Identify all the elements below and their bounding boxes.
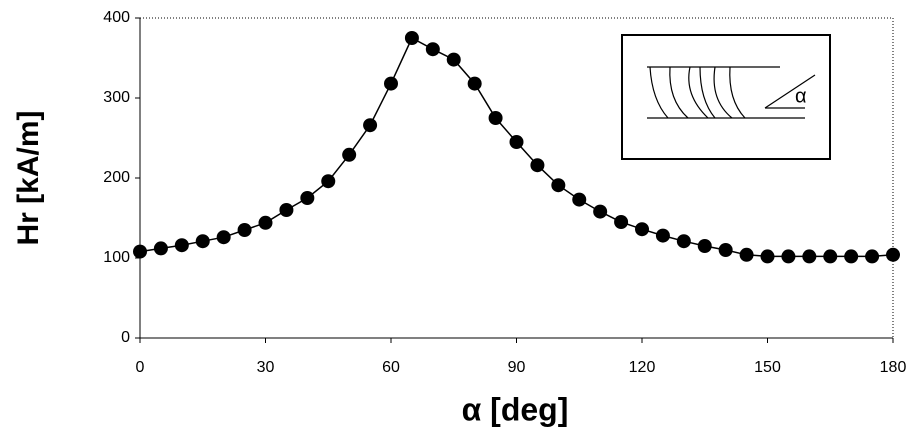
data-point	[216, 230, 231, 245]
data-point	[635, 222, 649, 237]
x-tick-label: 150	[754, 359, 781, 376]
data-point	[258, 215, 273, 230]
inset-angle-line	[764, 74, 816, 109]
x-tick-label: 60	[382, 359, 400, 376]
data-point	[363, 118, 378, 133]
y-axis-label: Hr [kA/m]	[12, 110, 45, 245]
inset-label: α	[795, 85, 807, 107]
data-point	[133, 244, 147, 259]
data-point	[760, 249, 775, 264]
x-tick-label: 180	[880, 359, 907, 376]
data-point	[342, 147, 357, 162]
data-point	[697, 239, 712, 253]
data-point	[237, 223, 252, 237]
data-point	[739, 247, 754, 262]
x-tick-label: 90	[508, 359, 526, 376]
data-point	[300, 191, 315, 205]
data-point	[614, 215, 629, 229]
data-point	[676, 234, 691, 249]
data-point	[446, 52, 461, 67]
data-point	[572, 192, 587, 207]
data-point	[593, 204, 608, 219]
inset	[621, 34, 831, 160]
data-point	[551, 178, 566, 193]
data-point	[404, 31, 419, 45]
data-point	[530, 158, 545, 173]
data-point	[844, 249, 859, 264]
data-point	[425, 42, 440, 57]
data-point	[865, 249, 880, 264]
y-tick-label: 100	[103, 249, 130, 266]
data-point	[823, 249, 838, 264]
x-axis-label: α [deg]	[462, 391, 569, 427]
data-point	[886, 247, 900, 262]
x-tick-label: 0	[136, 359, 145, 376]
data-point	[321, 174, 336, 189]
inset-frame	[621, 34, 831, 160]
data-point	[488, 111, 503, 125]
plot-frame	[140, 17, 894, 338]
data-point	[509, 135, 524, 149]
data-point	[718, 243, 733, 257]
data-point	[174, 238, 189, 253]
data-point	[781, 249, 796, 264]
y-tick-label: 0	[121, 329, 130, 346]
y-tick-label: 200	[103, 169, 130, 186]
data-point	[467, 76, 482, 91]
data-point	[279, 203, 294, 217]
x-tick-label: 30	[257, 359, 275, 376]
x-tick-label: 120	[629, 359, 656, 376]
data-point	[802, 249, 817, 264]
data-point	[655, 228, 670, 243]
y-tick-label: 300	[103, 89, 130, 106]
y-tick-label: 400	[103, 9, 130, 26]
data-point	[153, 241, 168, 256]
inset-curves	[649, 66, 746, 119]
data-point	[195, 234, 210, 249]
data-point	[384, 76, 398, 91]
